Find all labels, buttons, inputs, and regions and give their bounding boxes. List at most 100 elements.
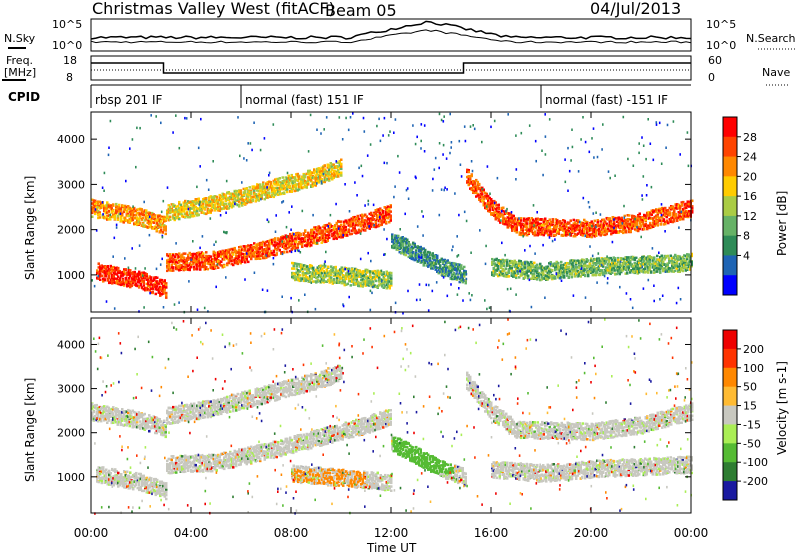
range-gate-cell [334,227,337,230]
range-gate-cell [194,205,197,209]
range-gate-cell [194,263,197,266]
range-gate-cell [224,249,227,253]
range-gate-cell [126,274,129,277]
range-gate-cell [256,255,259,258]
range-gate-cell [181,264,184,267]
range-gate-cell [254,196,257,199]
range-gate-cell [401,240,404,243]
range-gate-cell [200,200,203,204]
range-gate-cell [217,208,220,211]
range-gate-cell [391,244,394,248]
range-gate-cell [297,277,300,281]
range-gate-cell [344,232,347,235]
range-gate-cell [112,274,115,278]
range-gate-cell [335,231,338,234]
range-gate-cell [356,217,359,220]
range-gate-cell [296,183,299,186]
range-gate-cell [392,246,395,249]
range-gate-cell [337,233,340,236]
range-gate-cell [353,215,356,219]
range-gate-cell [394,244,397,247]
range-gate-cell [292,185,295,188]
range-gate-cell [286,183,289,186]
range-gate-cell [214,199,217,203]
range-gate-cell [315,269,318,272]
range-gate-cell [156,281,159,284]
range-gate-cell [142,210,145,214]
range-gate-cell [130,284,133,288]
range-gate-cell [266,183,269,186]
range-gate-cell [298,231,301,235]
range-gate-cell [248,200,251,204]
range-gate-cell [326,174,329,178]
range-gate-cell [431,257,434,260]
range-gate-cell [135,282,138,286]
range-gate-cell [105,274,108,278]
range-gate-cell [319,230,322,233]
range-gate-cell [98,206,101,210]
range-gate-cell [127,268,130,272]
range-gate-cell [272,182,275,185]
range-gate-cell [274,244,277,247]
range-gate-cell [356,215,359,218]
range-gate-cell [221,194,224,197]
range-gate-cell [229,203,232,206]
range-gate-cell [141,271,144,275]
range-gate-cell [272,238,275,241]
range-gate-cell [251,249,254,253]
range-gate-cell [205,198,208,202]
range-gate-cell [218,250,221,253]
range-gate-cell [147,288,150,291]
range-gate-cell [114,277,117,280]
range-gate-cell [176,261,179,264]
range-gate-cell [178,200,181,204]
range-gate-cell [306,271,309,275]
range-gate-cell [178,217,181,221]
range-gate-cell [253,195,256,199]
range-gate-cell [167,258,170,262]
range-gate-cell [312,270,315,273]
range-gate-cell [158,222,161,226]
range-gate-cell [215,195,218,199]
range-gate-cell [127,207,130,211]
range-gate-cell [254,250,257,253]
range-gate-cell [454,264,457,267]
range-gate-cell [132,280,135,283]
range-gate-cell [356,223,359,227]
range-gate-cell [284,236,287,239]
range-gate-cell [292,246,295,250]
range-gate-cell [301,264,304,267]
range-gate-cell [197,257,200,261]
range-gate-cell [367,282,370,286]
range-gate-cell [388,207,391,211]
range-gate-cell [179,254,182,257]
range-gate-cell [340,220,343,223]
range-gate-cell [145,215,148,218]
range-gate-cell [330,280,333,283]
range-gate-cell [154,276,157,279]
range-gate-cell [387,277,390,281]
range-gate-cell [132,281,135,285]
range-gate-cell [185,207,188,211]
range-gate-cell [146,211,149,215]
range-gate-cell [235,194,238,197]
range-gate-cell [353,231,356,234]
range-gate-cell [173,262,176,265]
range-gate-cell [306,265,309,268]
range-gate-cell [297,273,300,276]
range-gate-cell [136,273,139,276]
range-gate-cell [313,239,316,243]
range-gate-cell [203,268,206,271]
range-gate-cell [380,213,383,217]
range-gate-cell [185,259,188,262]
range-gate-cell [160,289,163,292]
range-gate-cell [269,253,272,256]
range-gate-cell [133,207,136,210]
range-gate-cell [217,260,220,263]
range-gate-cell [362,219,365,222]
range-gate-cell [196,201,199,204]
range-gate-cell [446,270,449,274]
range-gate-cell [175,253,178,256]
range-gate-cell [110,215,113,219]
range-gate-cell [197,261,200,265]
